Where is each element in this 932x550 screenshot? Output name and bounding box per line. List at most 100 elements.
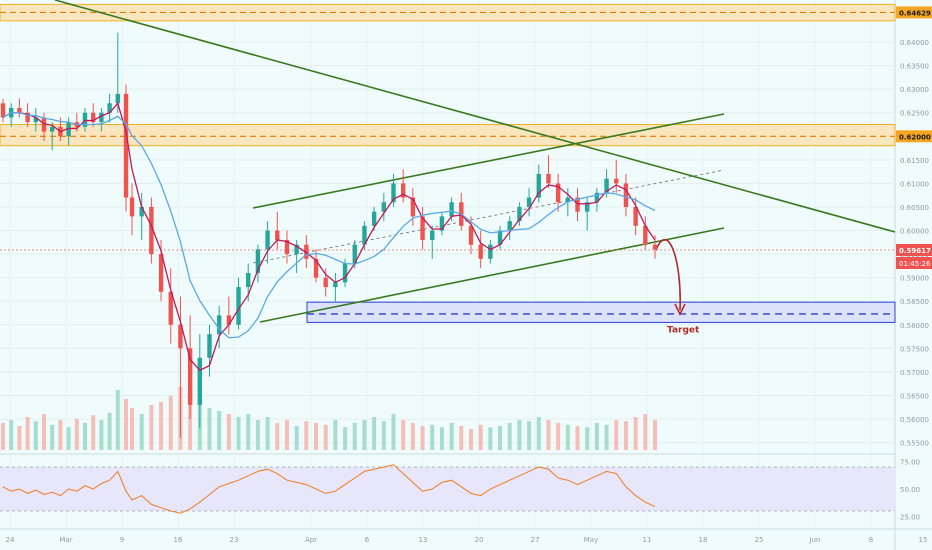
candle-body-3 — [25, 112, 30, 123]
target-zone — [306, 301, 896, 323]
candle-body-45 — [410, 197, 416, 217]
candle-body-69 — [643, 225, 648, 245]
volume-bar-68 — [633, 417, 638, 450]
candle-body-21 — [178, 324, 183, 349]
volume-bar-42 — [381, 421, 386, 450]
candle-body-2 — [17, 108, 22, 113]
candle-body-40 — [362, 225, 367, 245]
rsi-tick-2: 25.00 — [900, 514, 920, 522]
candle-body-61 — [565, 197, 571, 203]
volume-bar-66 — [614, 420, 619, 450]
volume-bar-54 — [498, 426, 503, 450]
candle-body-46 — [420, 216, 425, 240]
candle-body-24 — [207, 334, 212, 358]
candle-body-56 — [517, 206, 522, 222]
volume-bar-17 — [139, 414, 144, 450]
price-tick-3: 0.62500 — [900, 110, 929, 118]
channel-mid-line — [252, 169, 725, 264]
price-tick-0: 0.64000 — [900, 39, 929, 47]
price-tick-2: 0.63000 — [900, 86, 929, 94]
price-tick-5: 0.61500 — [900, 157, 929, 165]
candle-body-55 — [507, 221, 512, 231]
candle-body-14 — [115, 93, 120, 104]
candle-body-65 — [604, 178, 609, 193]
candle-body-62 — [575, 197, 580, 212]
volume-bar-5 — [42, 414, 46, 450]
candle-body-4 — [33, 117, 38, 123]
current-price-tag — [896, 244, 932, 256]
volume-bar-32 — [284, 420, 289, 450]
candle-body-57 — [526, 197, 532, 207]
volume-bar-52 — [478, 424, 483, 450]
candle-body-63 — [585, 202, 590, 212]
volume-bar-27 — [236, 417, 241, 450]
candle-body-48 — [439, 216, 445, 231]
volume-bar-55 — [507, 423, 512, 450]
candle-body-59 — [546, 173, 551, 184]
volume-bar-67 — [623, 421, 628, 450]
volume-bar-64 — [594, 423, 599, 450]
volume-bar-35 — [314, 423, 319, 450]
volume-bar-34 — [304, 421, 309, 450]
candle-body-5 — [41, 117, 47, 132]
candle-body-44 — [400, 183, 406, 198]
volume-bar-56 — [517, 420, 522, 450]
volume-bar-15 — [124, 399, 128, 450]
time-tick-4: 23 — [230, 536, 239, 544]
candle-body-68 — [633, 206, 638, 226]
volume-bar-1 — [9, 420, 14, 450]
candle-body-25 — [216, 315, 222, 335]
candle-body-43 — [391, 183, 396, 203]
time-tick-5: Apr — [305, 536, 317, 544]
candle-body-41 — [371, 211, 377, 226]
volume-bar-38 — [343, 427, 348, 450]
volume-bar-46 — [420, 426, 425, 450]
volume-bar-41 — [372, 417, 377, 450]
candle-body-49 — [449, 202, 454, 217]
candle-body-31 — [275, 230, 280, 240]
candle-body-23 — [197, 357, 202, 405]
price-tick-10: 0.59000 — [900, 275, 929, 283]
resistance-upper-tag — [896, 6, 932, 19]
candle-body-22 — [187, 348, 193, 405]
candle-body-66 — [614, 178, 619, 184]
resistance-lower-label: 0.62000 — [899, 133, 931, 141]
candle-body-0 — [0, 103, 6, 118]
candle-body-60 — [555, 183, 561, 203]
time-tick-8: 20 — [475, 536, 484, 544]
rsi-band — [0, 467, 895, 511]
volume-bar-0 — [1, 423, 5, 450]
resistance-lower-tag — [896, 130, 932, 143]
volume-bar-45 — [410, 423, 415, 450]
time-tick-14: Jun — [809, 536, 821, 544]
time-tick-2: 9 — [120, 536, 124, 544]
volume-bar-10 — [83, 423, 87, 450]
candle-body-51 — [468, 225, 474, 245]
price-tick-7: 0.60500 — [900, 204, 929, 212]
price-tick-13: 0.57500 — [900, 345, 929, 353]
rsi-tick-1: 50.00 — [900, 486, 920, 494]
target-label: Target — [667, 325, 700, 335]
volume-bar-12 — [99, 420, 104, 450]
price-tick-14: 0.57000 — [900, 369, 929, 377]
volume-bar-40 — [362, 420, 367, 450]
candle-body-64 — [594, 192, 600, 203]
volume-bar-13 — [107, 412, 112, 450]
projection-arrow-path — [655, 238, 681, 311]
candle-body-37 — [333, 282, 338, 288]
time-tick-15: 8 — [869, 536, 873, 544]
volume-bar-31 — [275, 423, 280, 450]
candle-body-11 — [91, 112, 96, 123]
volume-bar-26 — [226, 414, 231, 450]
candle-body-53 — [488, 244, 493, 259]
volume-bar-29 — [255, 420, 260, 450]
time-tick-13: 25 — [755, 536, 764, 544]
volume-bar-36 — [323, 424, 328, 450]
volume-bar-65 — [604, 424, 609, 450]
volume-bar-61 — [565, 424, 570, 450]
candle-body-35 — [313, 258, 319, 278]
volume-bar-57 — [527, 421, 532, 450]
volume-bar-50 — [459, 426, 464, 450]
candle-body-34 — [304, 244, 309, 259]
